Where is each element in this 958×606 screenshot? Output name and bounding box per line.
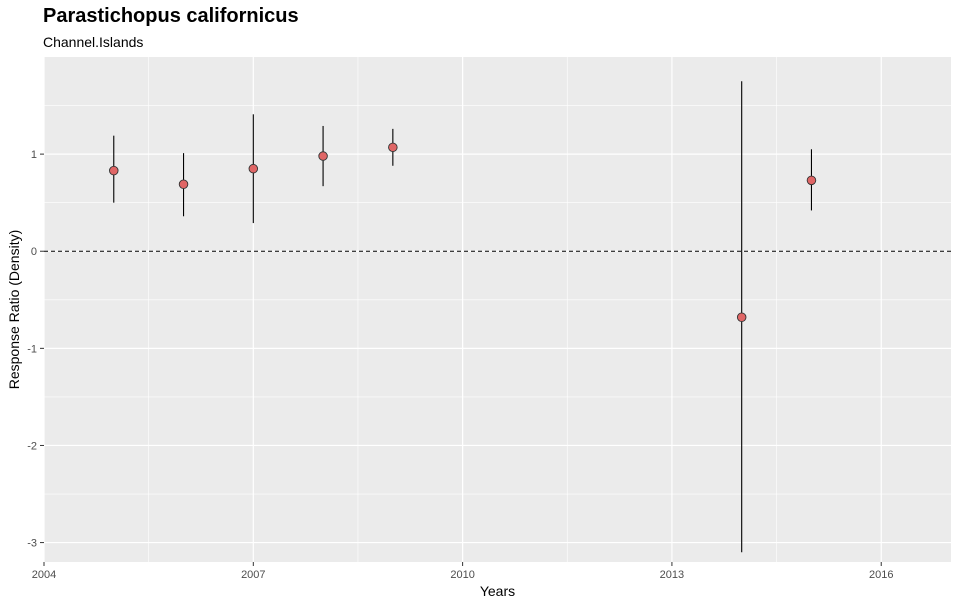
data-point xyxy=(806,175,817,186)
plot-panel xyxy=(44,57,951,562)
y-axis-title: Response Ratio (Density) xyxy=(6,230,22,390)
data-point xyxy=(736,312,747,323)
y-tick-label: -3 xyxy=(27,538,37,550)
x-tick-label: 2004 xyxy=(32,569,56,581)
x-tick-label: 2016 xyxy=(869,569,893,581)
x-axis-ticks: 2004 2007 2010 2013 2016 xyxy=(32,562,893,581)
y-tick-label: -2 xyxy=(27,440,37,452)
data-point xyxy=(109,165,119,176)
x-tick-label: 2007 xyxy=(241,569,265,581)
y-tick-label: -1 xyxy=(27,343,37,355)
x-tick-label: 2010 xyxy=(450,569,474,581)
chart-title: Parastichopus californicus xyxy=(43,5,299,27)
data-point xyxy=(388,142,398,153)
x-tick-label: 2013 xyxy=(660,569,684,581)
y-tick-label: 0 xyxy=(31,246,37,258)
grid-minor xyxy=(44,57,951,562)
y-tick-label: 1 xyxy=(31,149,37,161)
data-point xyxy=(178,179,189,189)
data-points xyxy=(109,142,817,323)
data-point xyxy=(318,151,328,161)
chart-subtitle: Channel.Islands xyxy=(43,34,144,50)
x-axis-title: Years xyxy=(480,583,515,599)
data-point xyxy=(248,163,259,174)
y-axis-ticks: -3 -2 -1 0 1 xyxy=(27,149,44,550)
